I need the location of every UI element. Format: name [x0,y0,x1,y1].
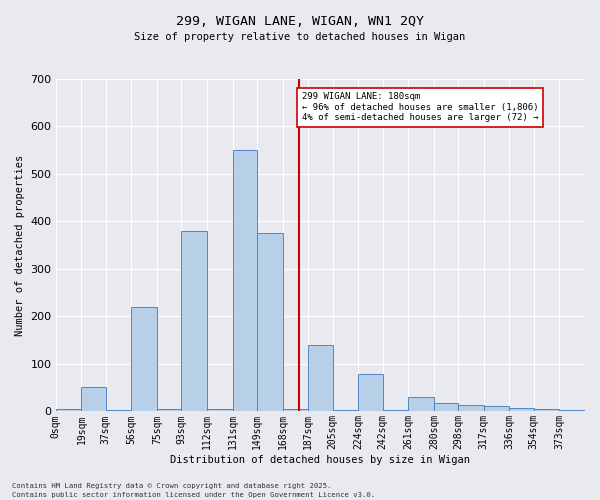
Text: Contains public sector information licensed under the Open Government Licence v3: Contains public sector information licen… [12,492,375,498]
Bar [131,307,157,412]
Bar [559,410,585,412]
Text: Size of property relative to detached houses in Wigan: Size of property relative to detached ho… [134,32,466,42]
Y-axis label: Number of detached properties: Number of detached properties [15,154,25,336]
Bar [308,345,332,412]
Bar [534,408,559,412]
X-axis label: Distribution of detached houses by size in Wigan: Distribution of detached houses by size … [170,455,470,465]
Bar [408,397,434,411]
Bar [181,231,207,412]
Bar [358,374,383,412]
Bar [434,403,458,411]
Bar [283,409,308,412]
Bar [257,234,283,412]
Bar [157,409,181,412]
Bar [509,408,534,412]
Bar [207,409,233,412]
Bar [332,410,358,412]
Bar [82,387,106,411]
Text: Contains HM Land Registry data © Crown copyright and database right 2025.: Contains HM Land Registry data © Crown c… [12,483,331,489]
Text: 299 WIGAN LANE: 180sqm
← 96% of detached houses are smaller (1,806)
4% of semi-d: 299 WIGAN LANE: 180sqm ← 96% of detached… [302,92,538,122]
Bar [233,150,257,411]
Bar [484,406,509,411]
Bar [106,410,131,412]
Bar [56,408,82,412]
Text: 299, WIGAN LANE, WIGAN, WN1 2QY: 299, WIGAN LANE, WIGAN, WN1 2QY [176,15,424,28]
Bar [383,410,408,412]
Bar [458,405,484,411]
